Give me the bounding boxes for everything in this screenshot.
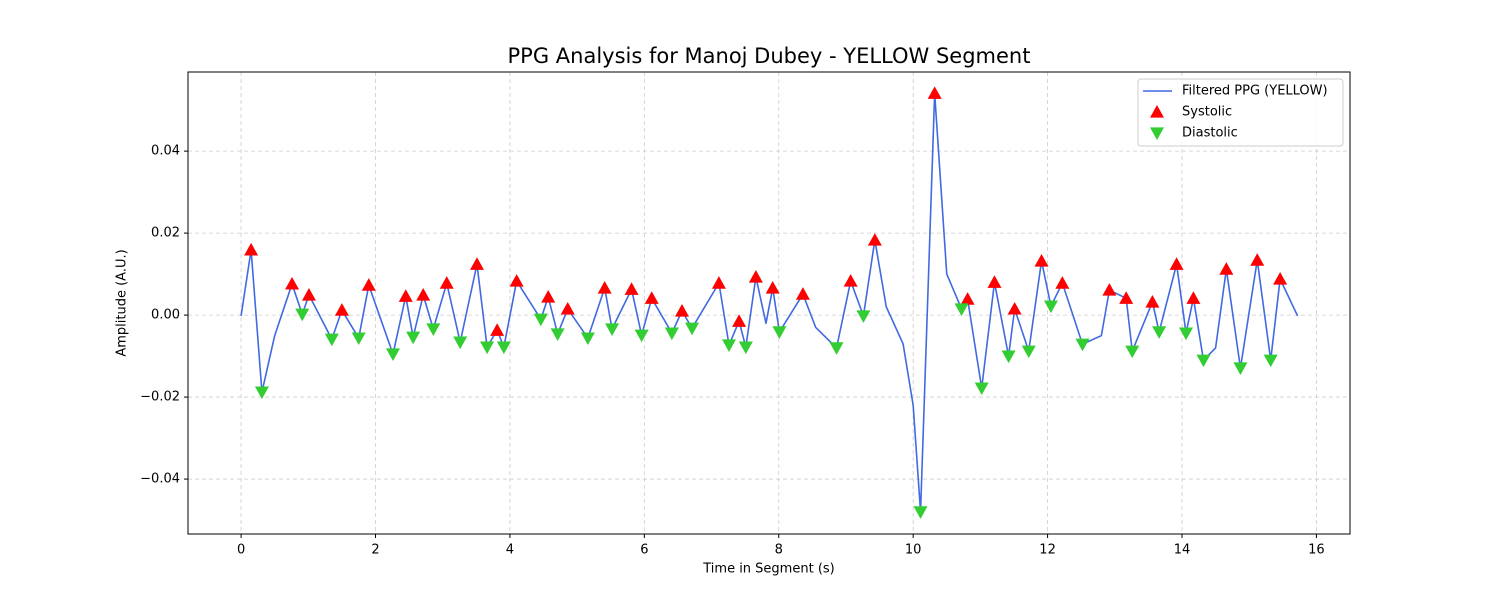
legend-swatch — [1150, 127, 1164, 140]
systolic-marker — [867, 233, 882, 246]
systolic-marker — [987, 275, 1002, 288]
diastolic-marker — [954, 303, 969, 316]
systolic-marker — [361, 278, 376, 291]
diastolic-marker — [605, 323, 620, 337]
x-tick-label: 12 — [1039, 543, 1056, 558]
diastolic-marker — [580, 332, 595, 346]
diastolic-marker — [1001, 350, 1016, 364]
diastolic-marker — [738, 341, 753, 355]
x-tick-label: 14 — [1174, 543, 1191, 558]
diastolic-marker — [913, 506, 928, 519]
diastolic-marker — [324, 333, 339, 347]
diastolic-marker — [480, 341, 495, 355]
systolic-marker — [285, 276, 300, 290]
diastolic-marker — [634, 329, 649, 343]
systolic-marker — [490, 323, 505, 336]
diastolic-marker — [1152, 326, 1167, 339]
systolic-marker — [416, 288, 431, 301]
systolic-marker — [439, 276, 454, 289]
diastolic-marker — [772, 326, 787, 339]
diastolic-marker — [351, 332, 366, 346]
systolic-marker — [674, 303, 689, 317]
systolic-marker — [398, 289, 413, 302]
diastolic-marker — [856, 310, 871, 323]
diastolic-marker — [1043, 300, 1058, 314]
y-tick-label: 0.02 — [151, 226, 180, 241]
systolic-marker — [1273, 272, 1288, 285]
diastolic-marker — [974, 382, 989, 396]
y-tick-label: −0.04 — [140, 472, 180, 487]
systolic-marker — [1102, 283, 1117, 296]
diastolic-marker — [829, 342, 844, 355]
legend-label: Filtered PPG (YELLOW) — [1182, 84, 1328, 99]
systolic-marker — [1007, 301, 1022, 315]
systolic-marker — [560, 301, 575, 315]
x-tick-label: 6 — [640, 543, 648, 558]
diastolic-marker — [685, 322, 700, 336]
systolic-marker — [624, 282, 639, 295]
x-axis-label: Time in Segment (s) — [702, 562, 834, 577]
x-tick-label: 0 — [237, 543, 245, 558]
systolic-marker — [1169, 257, 1184, 270]
diastolic-marker — [295, 308, 310, 322]
y-tick-label: 0.00 — [151, 308, 180, 323]
diastolic-marker — [254, 386, 269, 400]
diastolic-marker — [1125, 345, 1140, 359]
systolic-marker — [644, 291, 659, 304]
y-tick-label: 0.04 — [151, 144, 180, 159]
legend-label: Diastolic — [1182, 126, 1238, 141]
diastolic-marker — [1196, 354, 1211, 368]
diastolic-marker — [1179, 327, 1194, 341]
systolic-marker — [711, 276, 726, 289]
y-axis-label: Amplitude (A.U.) — [115, 249, 130, 356]
diastolic-marker — [426, 323, 441, 337]
legend-swatch — [1150, 105, 1164, 118]
systolic-marker — [541, 290, 556, 303]
diastolic-marker — [1233, 362, 1248, 375]
diastolic-marker — [406, 331, 421, 345]
systolic-marker — [748, 269, 763, 283]
systolic-marker — [1186, 291, 1201, 304]
systolic-marker — [1034, 253, 1049, 267]
systolic-marker — [795, 287, 810, 300]
x-tick-label: 2 — [371, 543, 379, 558]
ppg-line — [240, 92, 1299, 513]
diastolic-marker — [1021, 345, 1036, 359]
legend-label: Systolic — [1182, 105, 1232, 120]
diastolic-marker — [533, 313, 548, 327]
systolic-marker — [1055, 276, 1070, 289]
systolic-marker — [334, 303, 349, 316]
diastolic-marker — [722, 339, 737, 353]
systolic-marker — [244, 242, 259, 256]
systolic-marker — [843, 274, 858, 287]
diastolic-marker — [664, 327, 679, 341]
systolic-marker — [1119, 291, 1134, 304]
x-tick-label: 4 — [506, 543, 514, 558]
systolic-marker — [1219, 262, 1234, 275]
systolic-marker — [1145, 294, 1160, 308]
diastolic-marker — [1075, 338, 1090, 352]
y-tick-label: −0.02 — [140, 390, 180, 405]
diastolic-marker — [496, 341, 511, 355]
x-tick-label: 10 — [905, 543, 922, 558]
systolic-marker — [927, 86, 942, 99]
legend-box — [1137, 78, 1344, 147]
x-tick-label: 8 — [775, 543, 783, 558]
diastolic-marker — [385, 348, 400, 362]
systolic-marker — [765, 281, 780, 294]
systolic-marker — [732, 314, 747, 327]
plot-frame — [187, 71, 1351, 535]
systolic-marker — [509, 274, 524, 287]
diastolic-marker — [453, 336, 468, 350]
systolic-marker — [1250, 253, 1265, 266]
systolic-marker — [469, 257, 484, 270]
diastolic-marker — [550, 328, 565, 341]
x-tick-label: 16 — [1308, 543, 1325, 558]
diastolic-marker — [1263, 354, 1278, 368]
chart-title: PPG Analysis for Manoj Dubey - YELLOW Se… — [508, 44, 1031, 68]
systolic-marker — [301, 288, 316, 301]
systolic-marker — [960, 292, 975, 305]
systolic-marker — [597, 281, 612, 294]
